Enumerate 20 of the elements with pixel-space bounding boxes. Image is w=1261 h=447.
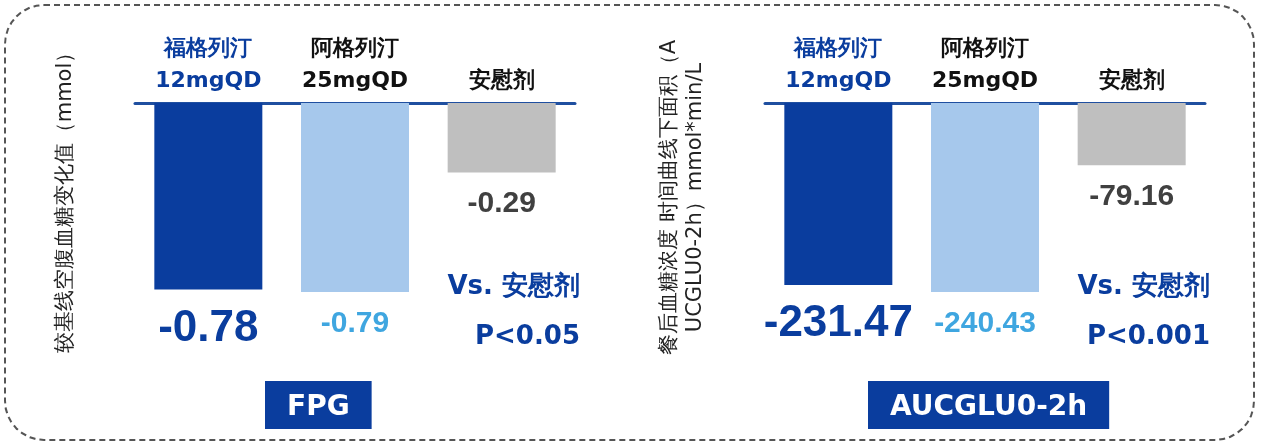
x-tick-label: 安慰剂: [1098, 66, 1165, 92]
x-tick-label: 福格列汀 12mgQD: [155, 34, 262, 92]
data-label: -0.29: [467, 184, 536, 218]
x-tick-label: 福格列汀 12mgQD: [785, 34, 892, 92]
data-label: -0.79: [320, 304, 390, 338]
data-label: -231.47: [763, 296, 913, 346]
text: P<0.05: [475, 320, 581, 350]
text: AUCGLU0-2h: [890, 388, 1088, 422]
annotation: Vs. 安慰剂: [447, 270, 580, 300]
x-tick-label: 安慰剂: [468, 66, 535, 92]
text: P<0.001: [1086, 320, 1211, 350]
y-axis-title: 较基线空腹血糖变化值（mmol）: [52, 41, 76, 354]
data-label: -240.43: [934, 304, 1036, 338]
text: FPG: [287, 388, 350, 422]
x-tick-label: 阿格列汀 25mgQD: [301, 34, 409, 92]
data-label: -79.16: [1089, 177, 1175, 211]
y-axis-title: 餐后血糖浓度 时间曲线下面积（AUCGLU0-2h）mmol*min/L: [656, 39, 706, 356]
data-label: -0.78: [158, 301, 259, 351]
annotation: Vs. 安慰剂: [1077, 270, 1210, 300]
x-tick-label: 阿格列汀 25mgQD: [931, 34, 1039, 92]
